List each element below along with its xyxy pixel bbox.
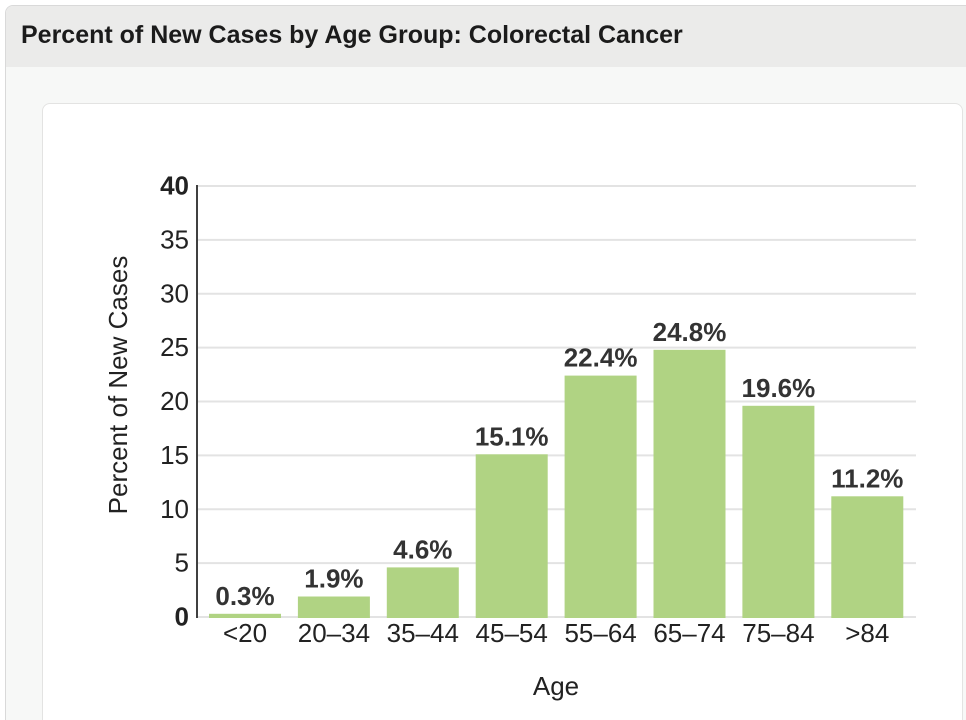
svg-text:30: 30 [160,278,189,308]
svg-text:<20: <20 [223,618,267,648]
svg-text:22.4%: 22.4% [564,343,638,373]
svg-text:1.9%: 1.9% [304,564,363,594]
svg-text:5: 5 [175,548,189,578]
svg-text:0.3%: 0.3% [215,581,274,611]
svg-text:10: 10 [160,494,189,524]
svg-text:0: 0 [175,602,189,632]
svg-text:45–54: 45–54 [476,618,548,648]
svg-text:19.6%: 19.6% [742,373,816,403]
svg-text:35: 35 [160,224,189,254]
svg-text:Age: Age [533,671,579,701]
svg-text:15.1%: 15.1% [475,421,549,451]
svg-text:11.2%: 11.2% [831,463,903,493]
svg-text:24.8%: 24.8% [653,317,727,347]
svg-text:75–84: 75–84 [742,618,814,648]
svg-text:Percent of New Cases: Percent of New Cases [103,256,133,515]
svg-text:40: 40 [160,171,189,201]
svg-text:15: 15 [160,440,189,470]
svg-text:>84: >84 [845,618,889,648]
svg-text:35–44: 35–44 [387,618,459,648]
svg-text:20–34: 20–34 [298,618,370,648]
svg-text:55–64: 55–64 [564,618,636,648]
svg-text:25: 25 [160,332,189,362]
svg-text:4.6%: 4.6% [393,534,452,564]
svg-text:20: 20 [160,386,189,416]
svg-text:65–74: 65–74 [653,618,725,648]
